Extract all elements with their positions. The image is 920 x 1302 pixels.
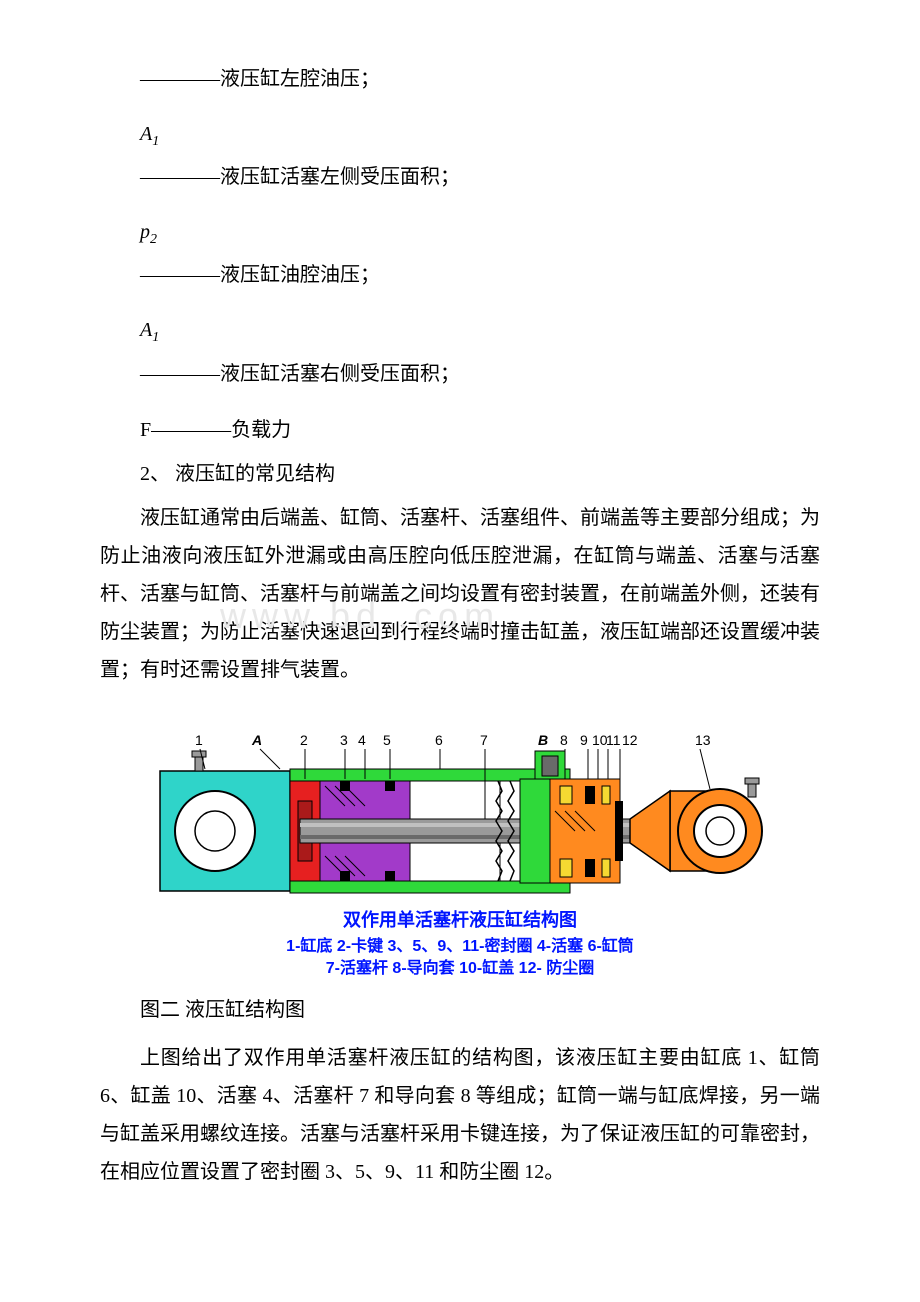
label-4: 4 bbox=[358, 732, 366, 748]
label-A: A bbox=[251, 732, 262, 748]
figure-title: 双作用单活塞杆液压缸结构图 bbox=[343, 909, 577, 930]
label-3: 3 bbox=[340, 732, 348, 748]
label-7: 7 bbox=[480, 732, 488, 748]
label-13: 13 bbox=[695, 732, 711, 748]
label-6: 6 bbox=[435, 732, 443, 748]
paragraph-2: 上图给出了双作用单活塞杆液压缸的结构图，该液压缸主要由缸底 1、缸筒 6、缸盖 … bbox=[100, 1039, 820, 1191]
def-text-2: ————液压缸油腔油压； bbox=[100, 256, 820, 294]
label-9: 9 bbox=[580, 732, 588, 748]
figure-legend-1: 1-缸底 2-卡键 3、5、9、11-密封圈 4-活塞 6-缸筒 bbox=[286, 936, 634, 955]
label-11: 11 bbox=[606, 732, 621, 748]
figure-diagram: 1 A 2 3 4 5 6 7 B 8 9 10 11 12 13 双作用单活塞… bbox=[100, 701, 820, 981]
def-text-1: ————液压缸活塞左侧受压面积； bbox=[100, 158, 820, 196]
figure-caption: 图二 液压缸结构图 bbox=[100, 991, 820, 1029]
def-text-4: F————负载力 bbox=[100, 411, 820, 449]
section-heading: 2、 液压缸的常见结构 bbox=[100, 455, 820, 493]
def-text-3: ————液压缸活塞右侧受压面积； bbox=[100, 355, 820, 393]
label-5: 5 bbox=[383, 732, 391, 748]
label-1: 1 bbox=[195, 732, 203, 748]
paragraph-1: 液压缸通常由后端盖、缸筒、活塞杆、活塞组件、前端盖等主要部分组成；为防止油液向液… bbox=[100, 499, 820, 689]
label-8: 8 bbox=[560, 732, 568, 748]
symbol-p2: p2 bbox=[140, 214, 820, 252]
figure-legend-2: 7-活塞杆 8-导向套 10-缸盖 12- 防尘圈 bbox=[326, 958, 595, 977]
label-B: B bbox=[538, 732, 548, 748]
def-text-0: ————液压缸左腔油压； bbox=[100, 60, 820, 98]
label-12: 12 bbox=[622, 732, 638, 748]
symbol-A1-a: A1 bbox=[140, 116, 820, 154]
symbol-A1-b: A1 bbox=[140, 312, 820, 350]
label-2: 2 bbox=[300, 732, 308, 748]
